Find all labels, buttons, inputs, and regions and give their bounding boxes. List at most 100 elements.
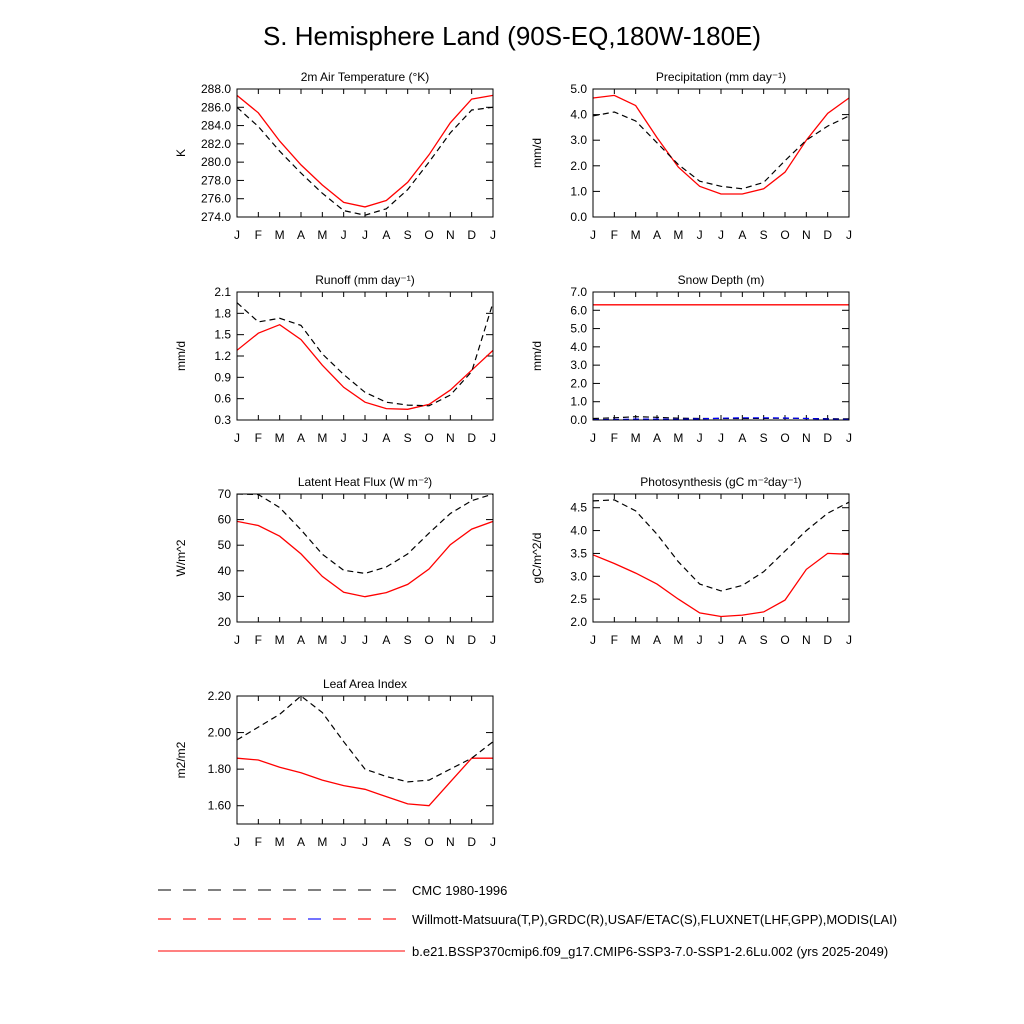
panel-title: Photosynthesis (gC m⁻²day⁻¹) <box>640 475 801 489</box>
y-axis-label: gC/m^2/d <box>530 533 544 584</box>
x-tick-label: A <box>653 633 661 647</box>
y-axis-label: m2/m2 <box>174 741 188 778</box>
panel-photosynthesis-gc-m: Photosynthesis (gC m⁻²day⁻¹)gC/m^2/dJ F M A… <box>530 475 852 647</box>
x-tick-label: A <box>382 228 390 242</box>
series-line-solid-red <box>237 757 493 807</box>
x-tick-label: A <box>653 228 661 242</box>
x-tick-label: O <box>780 633 789 647</box>
y-tick-label: 70 <box>218 487 232 501</box>
x-tick-label: J <box>846 228 852 242</box>
x-tick-label: F <box>255 835 262 849</box>
x-tick-label: J <box>341 228 347 242</box>
x-tick-label: S <box>760 431 768 445</box>
x-tick-label: J <box>234 228 240 242</box>
x-tick-label: N <box>446 633 455 647</box>
x-tick-label: J <box>234 633 240 647</box>
y-tick-label: 1.2 <box>214 349 231 363</box>
x-tick-label: J <box>590 633 596 647</box>
y-tick-label: 280.0 <box>201 155 231 169</box>
y-tick-label: 0.0 <box>570 413 587 427</box>
x-tick-label: M <box>275 835 285 849</box>
panel-title: 2m Air Temperature (°K) <box>301 70 430 84</box>
plot-frame <box>236 88 494 218</box>
x-tick-label: N <box>446 431 455 445</box>
x-tick-label: A <box>297 835 305 849</box>
x-tick-label: J <box>697 431 703 445</box>
x-tick-label: J <box>718 431 724 445</box>
x-tick-label: J <box>362 431 368 445</box>
y-tick-label: 3.0 <box>570 133 587 147</box>
y-axis-label: mm/d <box>530 138 544 168</box>
series-line-dashed-black <box>237 106 493 216</box>
y-tick-label: 1.8 <box>214 306 231 320</box>
x-tick-label: J <box>697 633 703 647</box>
y-tick-label: 2.5 <box>570 592 587 606</box>
x-tick-label: N <box>802 228 811 242</box>
x-tick-label: J <box>490 228 496 242</box>
x-tick-label: O <box>780 228 789 242</box>
plot-frame <box>236 493 494 623</box>
figure-legend: CMC 1980-1996 Willmott-Matsuura(T,P),GRDC… <box>158 883 897 959</box>
y-tick-label: 0.6 <box>214 392 231 406</box>
y-tick-label: 6.0 <box>570 303 587 317</box>
x-tick-label: O <box>424 633 433 647</box>
plot-frame <box>236 291 494 421</box>
x-tick-label: M <box>673 431 683 445</box>
series-line-solid-red <box>593 552 849 618</box>
x-tick-label: O <box>424 228 433 242</box>
y-tick-label: 2.0 <box>570 615 587 629</box>
panel-2m-air-temperature: 2m Air Temperature (°K)KJ F M A M J J A S O N D J274… <box>174 70 496 242</box>
y-tick-label: 284.0 <box>201 119 231 133</box>
x-tick-label: S <box>404 633 412 647</box>
y-tick-label: 2.20 <box>208 689 232 703</box>
x-tick-label: D <box>467 633 476 647</box>
x-tick-label: A <box>738 431 746 445</box>
x-tick-label: J <box>341 835 347 849</box>
y-tick-label: 274.0 <box>201 210 231 224</box>
x-tick-label: A <box>653 431 661 445</box>
y-tick-label: 2.1 <box>214 285 231 299</box>
x-tick-label: O <box>424 431 433 445</box>
series-line-dashed-blue <box>593 417 849 420</box>
x-tick-label: A <box>382 431 390 445</box>
x-tick-label: M <box>631 431 641 445</box>
x-tick-label: A <box>297 633 305 647</box>
x-tick-label: J <box>718 633 724 647</box>
y-tick-label: 1.60 <box>208 799 232 813</box>
y-tick-label: 288.0 <box>201 82 231 96</box>
y-tick-label: 3.0 <box>570 569 587 583</box>
x-tick-label: J <box>590 431 596 445</box>
x-tick-label: J <box>590 228 596 242</box>
figure-title: S. Hemisphere Land (90S-EQ,180W-180E) <box>263 21 761 51</box>
x-tick-label: F <box>611 633 618 647</box>
y-tick-label: 2.0 <box>570 159 587 173</box>
y-tick-label: 0.3 <box>214 413 231 427</box>
series-line-dashed-black <box>237 696 493 783</box>
x-tick-label: F <box>611 228 618 242</box>
x-tick-label: A <box>297 431 305 445</box>
panel-runoff-mm-day: Runoff (mm day⁻¹)mm/dJ F M A M J J A S O N D J0.30.6… <box>174 273 496 445</box>
x-tick-label: M <box>317 228 327 242</box>
x-tick-label: F <box>255 228 262 242</box>
x-tick-label: M <box>317 633 327 647</box>
x-tick-label: S <box>760 228 768 242</box>
y-tick-label: 7.0 <box>570 285 587 299</box>
y-tick-label: 1.80 <box>208 762 232 776</box>
x-tick-label: S <box>404 228 412 242</box>
y-tick-label: 0.0 <box>570 210 587 224</box>
y-tick-label: 3.0 <box>570 358 587 372</box>
x-tick-label: J <box>234 835 240 849</box>
x-tick-label: D <box>467 228 476 242</box>
y-tick-label: 1.0 <box>570 184 587 198</box>
x-tick-label: J <box>490 835 496 849</box>
x-tick-label: D <box>823 633 832 647</box>
panel-title: Snow Depth (m) <box>678 273 765 287</box>
series-line-dashed-black <box>237 302 493 407</box>
y-tick-label: 1.5 <box>214 328 231 342</box>
panel-title: Leaf Area Index <box>323 677 407 691</box>
x-tick-label: J <box>697 228 703 242</box>
x-tick-label: J <box>846 633 852 647</box>
x-tick-label: M <box>275 431 285 445</box>
x-tick-label: N <box>446 228 455 242</box>
